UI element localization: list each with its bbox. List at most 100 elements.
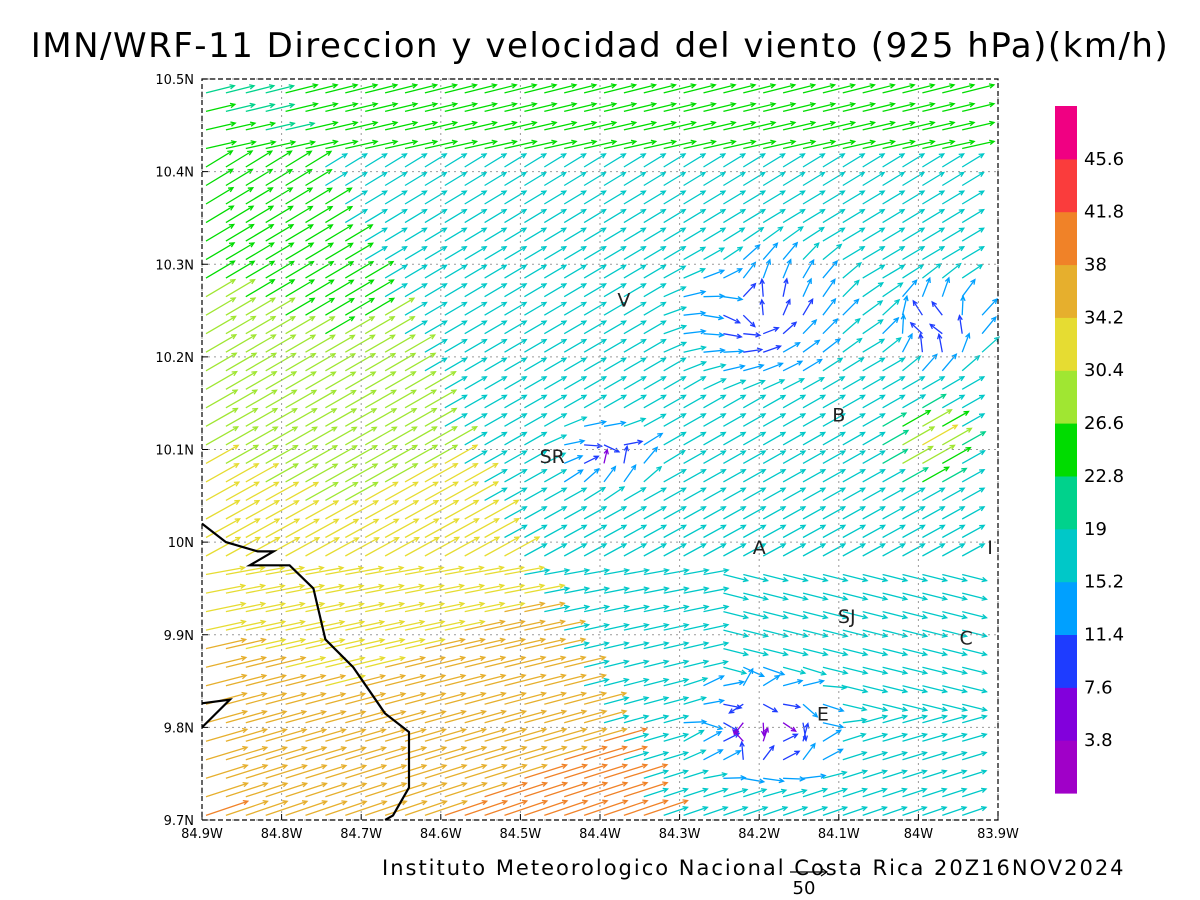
wind-arrow bbox=[922, 647, 949, 657]
wind-arrow bbox=[683, 310, 707, 317]
wind-arrow bbox=[345, 764, 388, 779]
wind-arrow bbox=[544, 655, 587, 668]
wind-arrow bbox=[424, 655, 467, 668]
reference-vector: 50 bbox=[790, 867, 829, 899]
wind-arrow bbox=[703, 190, 727, 205]
wind-arrow bbox=[583, 568, 611, 576]
place-label-a: A bbox=[753, 537, 766, 559]
wind-arrow bbox=[643, 227, 667, 242]
wind-arrow bbox=[424, 518, 460, 539]
wind-arrow bbox=[484, 487, 508, 501]
wind-arrow bbox=[424, 357, 448, 372]
wind-arrow bbox=[583, 586, 611, 594]
wind-arrow bbox=[723, 246, 744, 261]
wind-arrow bbox=[245, 150, 274, 168]
wind-arrow bbox=[822, 394, 847, 409]
wind-arrow bbox=[384, 334, 416, 353]
wind-arrow bbox=[524, 320, 548, 335]
wind-arrow bbox=[603, 139, 638, 150]
wind-arrow bbox=[922, 685, 949, 694]
wind-arrow bbox=[862, 227, 886, 242]
wind-arrow bbox=[265, 121, 296, 131]
coastline bbox=[201, 522, 411, 821]
wind-arrow bbox=[862, 357, 886, 372]
wind-arrow bbox=[882, 487, 906, 501]
wind-arrow bbox=[942, 139, 976, 150]
wind-arrow bbox=[782, 679, 804, 687]
wind-arrow bbox=[603, 714, 630, 724]
wind-arrow bbox=[305, 800, 348, 817]
wind-arrow bbox=[862, 543, 887, 557]
wind-arrow bbox=[882, 732, 909, 742]
wind-arrow bbox=[623, 604, 650, 613]
wind-arrow bbox=[245, 518, 281, 539]
wind-arrow bbox=[882, 769, 908, 779]
wind-arrow bbox=[882, 153, 906, 168]
wind-arrow bbox=[464, 781, 508, 798]
wind-arrow bbox=[862, 610, 889, 620]
wind-arrow bbox=[205, 601, 247, 613]
wind-arrow bbox=[603, 153, 627, 168]
wind-arrow bbox=[802, 431, 827, 446]
wind-arrow bbox=[782, 190, 806, 205]
wind-arrow bbox=[902, 376, 926, 390]
wind-arrow bbox=[365, 637, 406, 650]
wind-arrow bbox=[942, 647, 969, 657]
wind-arrow bbox=[663, 431, 687, 446]
wind-arrow bbox=[285, 655, 327, 668]
wind-arrow bbox=[404, 782, 448, 798]
wind-arrow bbox=[623, 139, 658, 150]
wind-arrow bbox=[842, 413, 866, 427]
wind-arrow bbox=[205, 444, 240, 464]
wind-arrow bbox=[623, 320, 647, 335]
wind-arrow bbox=[484, 468, 508, 483]
wind-arrow bbox=[544, 763, 589, 779]
wind-arrow bbox=[524, 264, 548, 279]
wind-arrow bbox=[822, 431, 846, 446]
wind-arrow bbox=[225, 673, 268, 687]
wind-arrow bbox=[544, 781, 589, 798]
wind-arrow bbox=[782, 703, 802, 710]
wind-arrow bbox=[941, 506, 966, 520]
wind-arrow bbox=[305, 426, 338, 446]
wind-arrow bbox=[643, 139, 678, 150]
wind-arrow bbox=[703, 332, 725, 338]
wind-arrow bbox=[941, 276, 951, 297]
wind-arrow bbox=[723, 806, 749, 817]
wind-arrow bbox=[663, 246, 687, 261]
wind-arrow bbox=[345, 565, 385, 576]
wind-arrow bbox=[325, 120, 359, 131]
wind-arrow bbox=[305, 481, 339, 501]
wind-arrow bbox=[205, 709, 249, 724]
wind-arrow bbox=[583, 677, 610, 687]
wind-arrow bbox=[245, 782, 289, 798]
wind-arrow bbox=[504, 565, 546, 576]
colorbar: 3.87.611.415.21922.826.630.434.23841.845… bbox=[1055, 106, 1124, 794]
wind-arrow bbox=[942, 751, 968, 761]
wind-arrow bbox=[603, 120, 638, 131]
wind-arrow bbox=[543, 227, 568, 242]
wind-arrow bbox=[364, 500, 400, 520]
wind-arrow bbox=[424, 481, 460, 501]
wind-arrow bbox=[703, 806, 729, 817]
wind-arrow bbox=[225, 499, 261, 520]
wind-arrow bbox=[921, 276, 931, 297]
wind-arrow bbox=[564, 139, 598, 150]
wind-arrow bbox=[802, 277, 812, 297]
wind-arrow bbox=[265, 102, 296, 113]
wind-arrow bbox=[822, 703, 845, 713]
wind-arrow bbox=[842, 227, 866, 242]
wind-arrow bbox=[504, 413, 528, 427]
wind-arrow bbox=[623, 659, 650, 668]
wind-arrow bbox=[504, 799, 549, 817]
wind-arrow bbox=[942, 769, 968, 779]
wind-arrow bbox=[563, 264, 588, 279]
wind-arrow bbox=[245, 389, 278, 409]
wind-arrow bbox=[384, 709, 427, 724]
wind-arrow bbox=[424, 536, 461, 557]
wind-arrow bbox=[723, 227, 746, 242]
wind-arrow bbox=[842, 394, 866, 409]
wind-arrow bbox=[842, 592, 869, 601]
wind-arrow bbox=[683, 431, 707, 446]
wind-arrow bbox=[504, 376, 528, 390]
